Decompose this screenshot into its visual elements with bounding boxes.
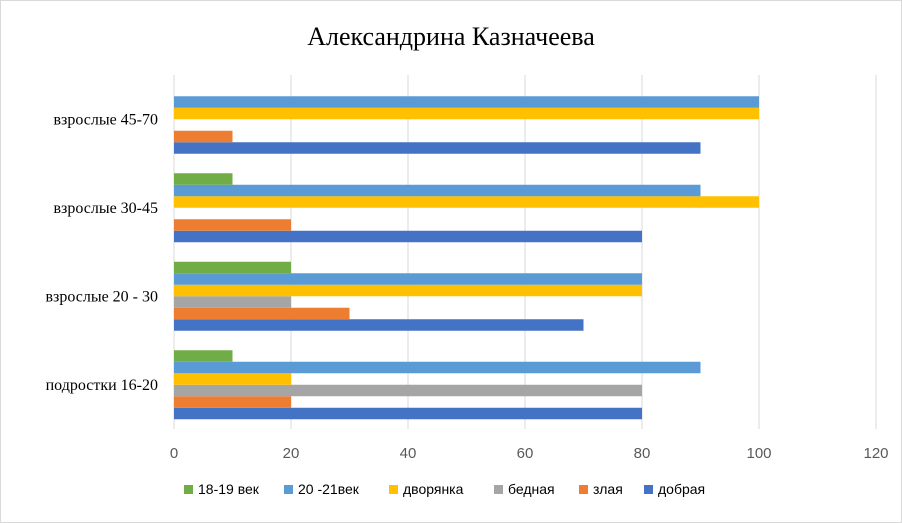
legend-label: 20 -21век [298,481,360,497]
bar [174,361,701,374]
chart-title: Александрина Казначеева [307,22,595,51]
bar [174,173,233,185]
legend-swatch [184,485,193,494]
bar [174,307,350,320]
bar [174,130,233,143]
x-tick-labels: 0 20 40 60 80 100 120 [170,445,889,462]
bar [174,373,291,385]
x-tick-label: 80 [634,445,651,462]
bars [174,96,759,420]
bar [174,230,642,243]
x-tick-label: 120 [863,445,888,462]
bar [174,96,759,108]
legend-swatch [644,485,653,494]
bar [174,142,701,154]
category-labels: подростки 16-20 взрослые 20 - 30 взрослые … [45,111,158,394]
bar [174,219,291,231]
legend: 18-19 век 20 -21век дворянка бедная злая добр… [184,481,705,497]
bar [174,196,759,208]
bar [174,184,701,197]
category-label: взрослые 45-70 [53,111,158,128]
x-tick-label: 60 [517,445,534,462]
x-tick-label: 100 [746,445,771,462]
legend-swatch [389,485,398,494]
x-tick-label: 0 [170,445,178,462]
bar [174,107,759,120]
x-tick-label: 40 [400,445,417,462]
x-tick-label: 20 [283,445,300,462]
legend-label: бедная [508,481,555,497]
bar [174,396,291,408]
category-label: взрослые 20 - 30 [45,288,158,305]
bar [174,319,584,331]
legend-label: злая [593,481,623,497]
bar [174,284,642,297]
bar [174,296,291,308]
legend-swatch [579,485,588,494]
category-label: подростки 16-20 [46,377,158,394]
category-label: взрослые 30-45 [53,200,158,217]
legend-label: дворянка [403,481,464,497]
bar [174,350,233,362]
bar [174,273,642,285]
bar [174,261,291,274]
bar [174,384,642,397]
legend-swatch [494,485,503,494]
legend-label: 18-19 век [198,481,260,497]
bar [174,407,642,420]
legend-label: добрая [658,481,705,497]
legend-swatch [284,485,293,494]
